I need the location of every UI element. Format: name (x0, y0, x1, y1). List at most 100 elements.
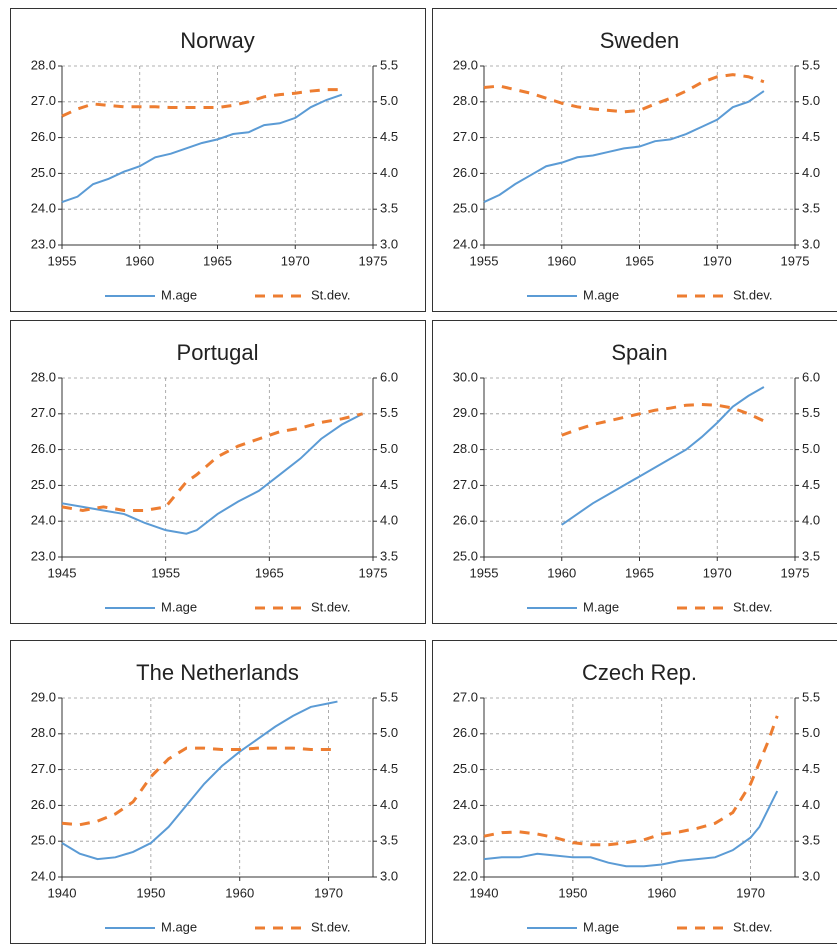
y2-tick-label: 3.0 (380, 868, 398, 883)
y2-tick-label: 3.5 (380, 833, 398, 848)
y-tick-label: 27.0 (453, 689, 478, 704)
y-tick-label: 25.0 (31, 833, 56, 848)
legend-label: M.age (161, 599, 197, 614)
legend-label: M.age (583, 599, 619, 614)
legend-label: St.dev. (733, 287, 773, 302)
y-tick-label: 28.0 (31, 725, 56, 740)
y-tick-label: 23.0 (453, 833, 478, 848)
y2-tick-label: 5.5 (802, 405, 820, 420)
y2-tick-label: 6.0 (380, 369, 398, 384)
legend-label: M.age (583, 287, 619, 302)
chart-panel: Norway 23.0 24.0 25.0 26.0 27.0 28.0 3.0 3.5 4.0 4… (10, 8, 426, 312)
y-tick-label: 24.0 (453, 236, 478, 251)
x-tick-label: 1970 (281, 253, 310, 268)
y2-tick-label: 4.5 (380, 761, 398, 776)
panel-frame (10, 640, 426, 944)
y-tick-label: 28.0 (31, 57, 56, 72)
y2-tick-label: 4.0 (380, 513, 398, 528)
y2-tick-label: 5.0 (380, 441, 398, 456)
y-tick-label: 29.0 (453, 57, 478, 72)
y2-tick-label: 3.0 (802, 868, 820, 883)
x-tick-label: 1960 (647, 885, 676, 900)
x-tick-label: 1975 (359, 565, 388, 580)
legend-label: St.dev. (311, 599, 351, 614)
series-line (61, 700, 338, 861)
y-tick-label: 25.0 (453, 761, 478, 776)
x-tick-label: 1940 (48, 885, 77, 900)
y2-tick-label: 4.0 (380, 797, 398, 812)
y-tick-label: 25.0 (31, 477, 56, 492)
legend-label: St.dev. (311, 287, 351, 302)
y2-tick-label: 5.0 (802, 725, 820, 740)
x-tick-label: 1965 (625, 565, 654, 580)
x-tick-label: 1945 (48, 565, 77, 580)
series-line (61, 412, 364, 535)
legend-label: St.dev. (311, 919, 351, 934)
y2-tick-label: 3.5 (802, 201, 820, 216)
x-tick-label: 1970 (703, 565, 732, 580)
y2-tick-label: 3.0 (802, 236, 820, 251)
chart-title: Portugal (177, 340, 259, 365)
y2-tick-label: 5.0 (802, 441, 820, 456)
x-tick-label: 1975 (359, 253, 388, 268)
chart-panel: The Netherlands 24.0 25.0 26.0 27.0 28.0 29.0 3… (10, 640, 426, 944)
legend-label: M.age (161, 287, 197, 302)
x-tick-label: 1965 (203, 253, 232, 268)
y2-tick-label: 5.5 (380, 405, 398, 420)
y-tick-label: 28.0 (453, 93, 478, 108)
y2-tick-label: 5.0 (380, 93, 398, 108)
x-tick-label: 1970 (736, 885, 765, 900)
legend-label: M.age (161, 919, 197, 934)
y-tick-label: 25.0 (31, 165, 56, 180)
series-line (61, 88, 342, 118)
legend-label: St.dev. (733, 919, 773, 934)
x-tick-label: 1960 (125, 253, 154, 268)
series-line (483, 715, 779, 847)
y2-tick-label: 3.5 (802, 833, 820, 848)
legend-label: M.age (583, 919, 619, 934)
y-tick-label: 23.0 (31, 548, 56, 563)
y2-tick-label: 5.5 (380, 689, 398, 704)
x-tick-label: 1950 (558, 885, 587, 900)
y2-tick-label: 3.5 (380, 201, 398, 216)
x-tick-label: 1955 (470, 565, 499, 580)
y2-tick-label: 4.5 (802, 761, 820, 776)
y2-tick-label: 3.0 (380, 236, 398, 251)
y2-tick-label: 5.0 (380, 725, 398, 740)
chart-title: The Netherlands (136, 660, 299, 685)
y-tick-label: 30.0 (453, 369, 478, 384)
x-tick-label: 1965 (255, 565, 284, 580)
chart-title: Czech Rep. (582, 660, 697, 685)
y2-tick-label: 5.5 (802, 689, 820, 704)
series-line (61, 93, 343, 203)
series-line (483, 73, 765, 114)
x-tick-label: 1975 (781, 253, 810, 268)
y-tick-label: 27.0 (453, 477, 478, 492)
y-tick-label: 27.0 (31, 761, 56, 776)
y2-tick-label: 5.0 (802, 93, 820, 108)
chart-panel: Czech Rep. 22.0 23.0 24.0 25.0 26.0 27.0 3.0 3.5… (432, 640, 837, 944)
chart-title: Spain (611, 340, 667, 365)
panel-frame (10, 320, 426, 624)
x-tick-label: 1950 (136, 885, 165, 900)
x-tick-label: 1965 (625, 253, 654, 268)
y-tick-label: 23.0 (31, 236, 56, 251)
x-tick-label: 1955 (470, 253, 499, 268)
x-tick-label: 1960 (225, 885, 254, 900)
y2-tick-label: 4.0 (802, 165, 820, 180)
panel-frame (432, 320, 837, 624)
y-tick-label: 26.0 (31, 441, 56, 456)
chart-title: Sweden (600, 28, 680, 53)
panel-frame (432, 8, 837, 312)
y-tick-label: 26.0 (31, 129, 56, 144)
y-tick-label: 26.0 (453, 165, 478, 180)
y2-tick-label: 3.5 (802, 548, 820, 563)
series-line (483, 90, 765, 203)
y-tick-label: 26.0 (453, 513, 478, 528)
panel-frame (10, 8, 426, 312)
y-tick-label: 24.0 (31, 201, 56, 216)
y-tick-label: 24.0 (31, 513, 56, 528)
y-tick-label: 28.0 (31, 369, 56, 384)
x-tick-label: 1940 (470, 885, 499, 900)
y-tick-label: 27.0 (31, 93, 56, 108)
